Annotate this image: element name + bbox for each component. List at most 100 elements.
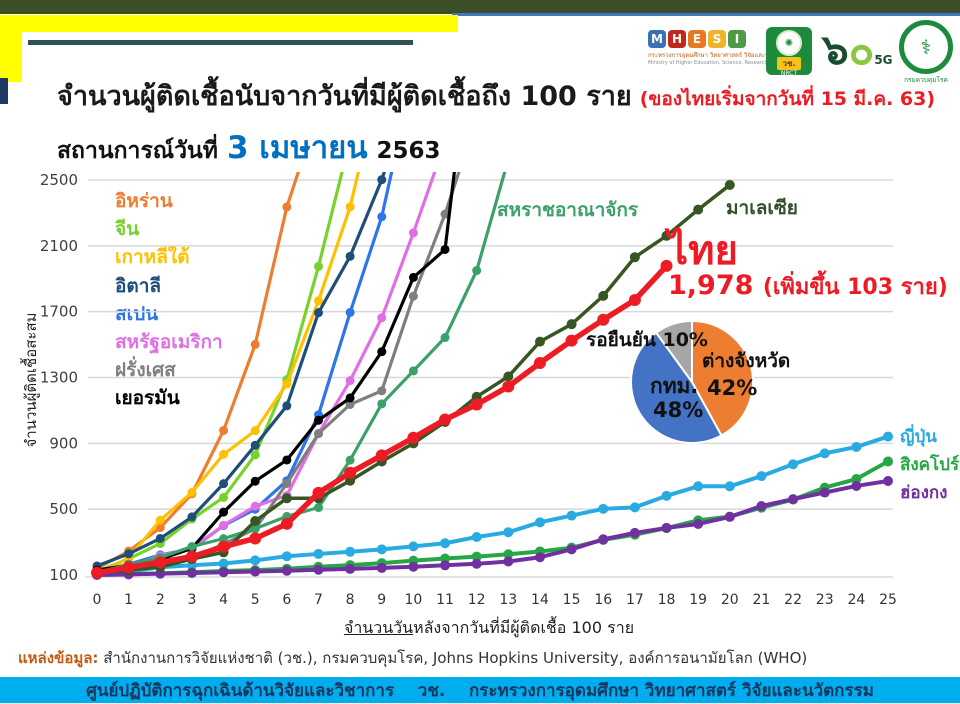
series-point-italy: [282, 401, 292, 411]
series-point-usa: [441, 138, 450, 147]
series-point-thailand: [565, 334, 578, 347]
series-point-germany: [282, 455, 292, 465]
series-point-uk: [472, 266, 482, 276]
series-point-malaysia: [661, 230, 672, 241]
series-point-hong-kong: [661, 522, 672, 533]
situation-prefix: สถานการณ์วันที่: [57, 138, 218, 164]
series-point-japan: [566, 510, 577, 521]
nrct-english-abbrev: NRCT: [780, 70, 798, 77]
series-point-germany: [219, 507, 229, 517]
series-point-thailand: [249, 532, 262, 545]
series-label-singapore: สิงคโปร์: [900, 455, 960, 475]
series-point-germany: [377, 347, 387, 357]
series-japan: [92, 431, 893, 580]
series-point-japan: [756, 471, 767, 482]
series-point-hong-kong: [629, 527, 640, 538]
series-point-thailand: [470, 398, 483, 411]
y-tick-1300: 1300: [40, 369, 78, 387]
x-tick-17: 17: [626, 592, 644, 608]
series-point-germany: [313, 415, 323, 425]
series-point-hong-kong: [503, 556, 514, 567]
series-point-germany: [408, 272, 418, 282]
series-point-hong-kong: [534, 552, 545, 563]
thailand-annotation-name: ไทย: [668, 228, 738, 274]
series-point-japan: [250, 555, 261, 566]
series-point-japan: [788, 459, 799, 470]
series-point-uk: [250, 524, 260, 534]
series-point-usa: [345, 376, 355, 386]
title-note: (ของไทยเริ่มจากวันที่ 15 มี.ค. 63): [639, 88, 936, 110]
series-label-china: จีน: [115, 218, 140, 241]
series-point-germany: [345, 393, 355, 403]
series-point-thailand: [122, 561, 135, 574]
series-point-uk: [504, 155, 513, 164]
series-point-malaysia: [598, 290, 609, 301]
series-point-hong-kong: [440, 560, 451, 571]
x-tick-11: 11: [436, 592, 454, 608]
series-point-hong-kong: [883, 476, 893, 487]
series-point-usa: [408, 228, 418, 238]
x-tick-14: 14: [531, 592, 549, 608]
anniversary-logo: ๖๐5G: [822, 28, 893, 72]
x-tick-9: 9: [377, 592, 386, 608]
series-point-iran: [250, 339, 260, 349]
x-tick-8: 8: [346, 592, 355, 608]
series-point-japan: [598, 503, 609, 514]
pie-label-provinces: ต่างจังหวัด: [702, 350, 791, 372]
series-point-thailand: [660, 259, 673, 272]
x-tick-16: 16: [594, 592, 612, 608]
series-point-spain: [377, 212, 387, 222]
series-point-hong-kong: [598, 534, 609, 545]
series-point-thailand: [344, 466, 357, 479]
series-point-france: [377, 386, 387, 396]
series-point-thailand: [375, 449, 388, 462]
series-point-japan: [851, 441, 862, 452]
x-tick-0: 0: [93, 592, 102, 608]
series-point-singapore: [471, 551, 482, 562]
series-point-hong-kong: [756, 501, 767, 512]
series-point-china: [250, 450, 260, 460]
series-point-thailand: [280, 517, 293, 530]
x-tick-10: 10: [404, 592, 422, 608]
y-tick-2500: 2500: [40, 171, 78, 189]
anniversary-5g-label: 5G: [874, 53, 893, 67]
mhesi-letter-e: E: [688, 30, 706, 48]
series-point-singapore: [851, 474, 862, 485]
series-point-france: [408, 291, 418, 301]
series-point-south-korea: [155, 515, 165, 525]
x-tick-12: 12: [468, 592, 486, 608]
series-point-south-korea: [282, 379, 292, 389]
series-point-thailand: [628, 293, 641, 306]
series-point-france: [440, 209, 450, 219]
series-point-malaysia: [566, 319, 577, 330]
series-point-italy: [219, 479, 229, 489]
series-label-spain: สเปน: [115, 302, 159, 325]
series-point-italy: [377, 175, 387, 185]
series-point-south-korea: [345, 202, 355, 212]
x-tick-23: 23: [816, 592, 834, 608]
series-point-spain: [345, 307, 355, 317]
x-tick-1: 1: [124, 592, 133, 608]
series-point-hong-kong: [566, 544, 577, 555]
series-point-japan: [440, 538, 451, 549]
series-point-japan: [345, 546, 356, 557]
series-point-usa: [377, 313, 387, 323]
top-blue-line: [452, 13, 960, 16]
pie-label-pending: รอยืนยัน 10%: [586, 329, 708, 351]
teal-divider-line: [28, 40, 413, 45]
series-point-japan: [661, 490, 672, 501]
series-point-malaysia: [724, 179, 735, 190]
pie-slice-10: [654, 319, 693, 386]
series-point-hong-kong: [819, 487, 830, 498]
series-point-thailand: [91, 566, 103, 579]
x-tick-6: 6: [282, 592, 291, 608]
series-point-thailand: [439, 413, 452, 426]
series-point-china: [313, 261, 323, 271]
anniversary-numeral-0: ๐: [848, 25, 875, 74]
x-axis-title-rest: หลังจากวันที่มีผู้ติดเชื้อ 100 ราย: [413, 618, 635, 637]
x-tick-18: 18: [658, 592, 676, 608]
source-text: สำนักงานการวิจัยแห่งชาติ (วช.), กรมควบคุ…: [103, 649, 808, 667]
series-label-uk: สหราชอาณาจักร: [497, 199, 639, 221]
pie-slice-42: [691, 319, 754, 437]
